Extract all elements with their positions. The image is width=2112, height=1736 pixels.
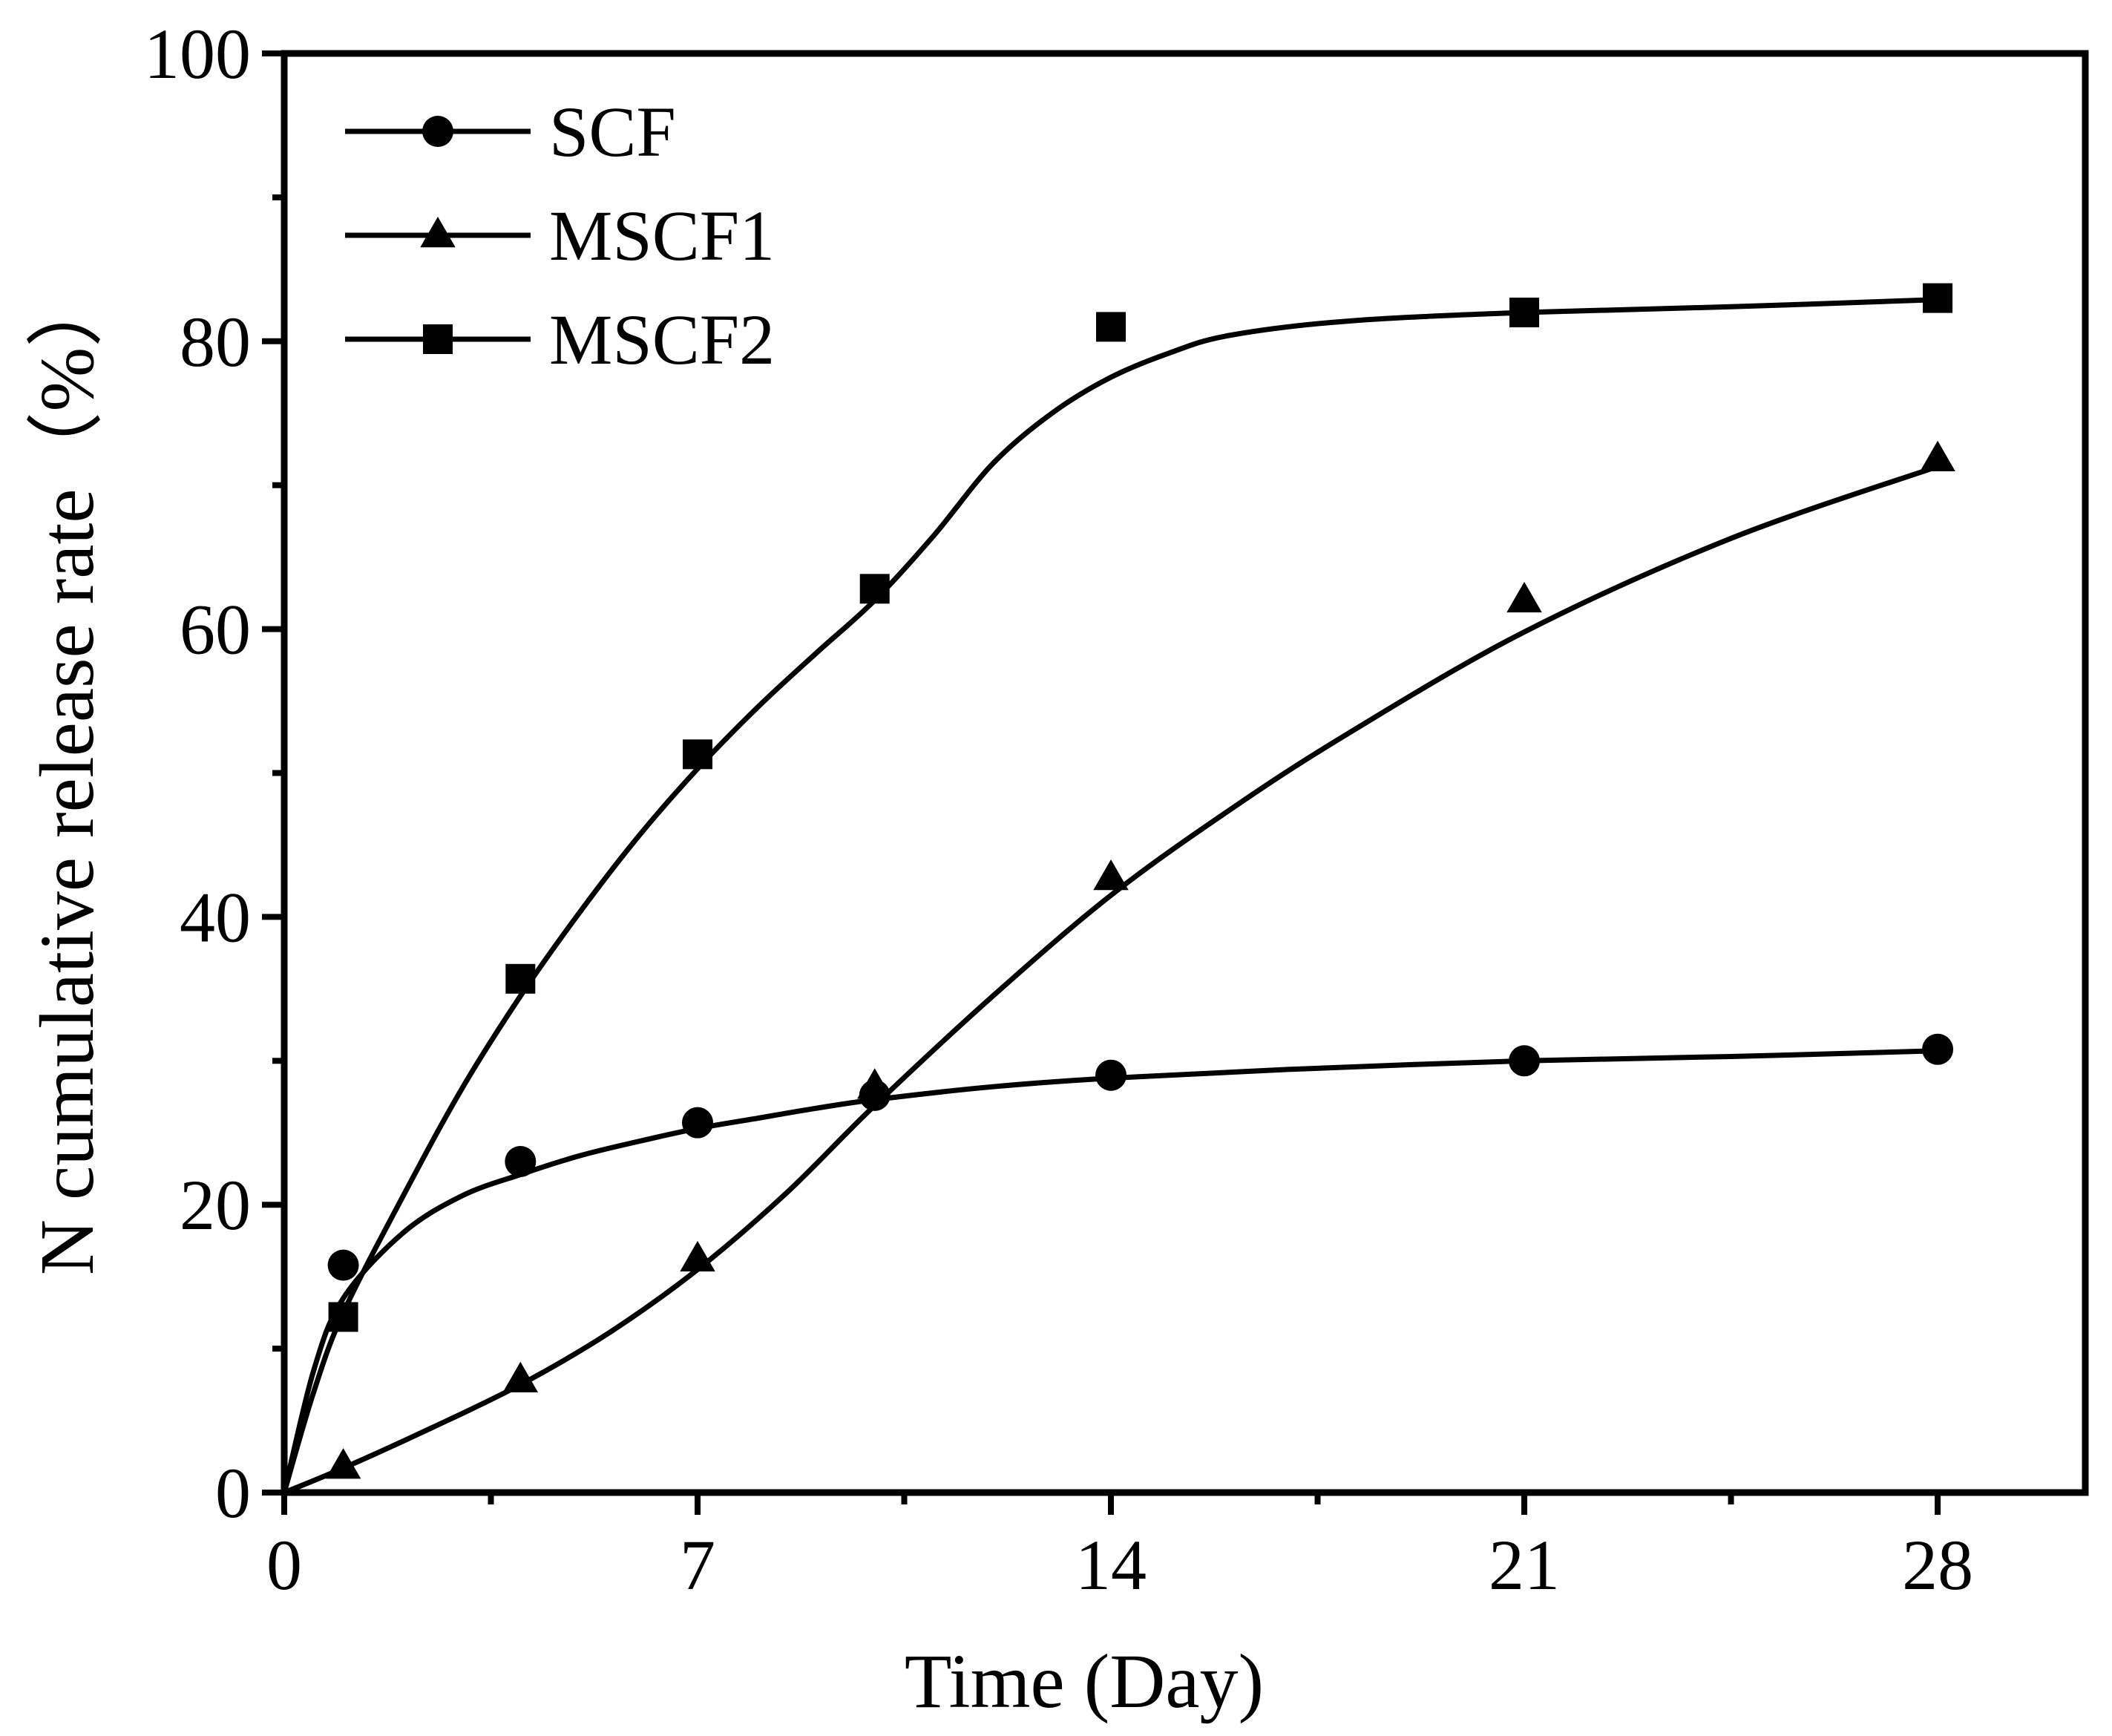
data-point-mscf2-3 (683, 739, 713, 770)
y-tick-label: 40 (180, 877, 251, 957)
series-line-mscf2 (281, 297, 1941, 1496)
data-point-scf-6 (1509, 1045, 1541, 1077)
data-point-mscf1-7 (1920, 440, 1955, 472)
legend-marker-mscf1 (420, 217, 456, 248)
data-point-scf-5 (1095, 1059, 1127, 1091)
data-markers (325, 283, 1955, 1479)
legend: SCF MSCF1 MSCF2 (345, 92, 775, 379)
series-line-scf (281, 1048, 1941, 1496)
data-point-mscf2-4 (859, 574, 890, 604)
legend-label-mscf2: MSCF2 (549, 300, 775, 379)
data-point-mscf2-7 (1923, 283, 1953, 313)
y-axis-title: N cumulative release rate（%） (24, 270, 110, 1275)
y-tick-label: 100 (144, 14, 251, 94)
y-tick-label: 0 (215, 1453, 251, 1533)
y-tick-label: 80 (180, 302, 251, 381)
x-tick-label: 0 (266, 1525, 302, 1605)
x-tick-label: 28 (1902, 1525, 1973, 1605)
legend-marker-scf (422, 116, 453, 147)
data-point-mscf2-1 (328, 1302, 358, 1332)
data-point-mscf1-6 (1506, 581, 1542, 613)
x-tick-label: 14 (1075, 1525, 1147, 1605)
x-tick-label: 21 (1489, 1525, 1560, 1605)
data-point-scf-1 (327, 1249, 359, 1281)
data-point-mscf1-1 (325, 1448, 361, 1479)
y-tick-label: 60 (180, 590, 251, 669)
fit-curves (281, 297, 1941, 1496)
data-point-mscf1-2 (502, 1361, 539, 1393)
data-point-mscf1-5 (1093, 859, 1129, 891)
data-point-mscf2-5 (1096, 312, 1126, 342)
data-point-mscf1-3 (680, 1240, 715, 1272)
data-point-mscf1-4 (856, 1068, 893, 1099)
data-point-mscf2-6 (1509, 298, 1540, 328)
legend-marker-mscf2 (423, 324, 453, 354)
data-point-scf-2 (505, 1146, 537, 1178)
x-axis-title: Time (Day) (905, 1639, 1264, 1724)
data-point-mscf2-2 (505, 963, 536, 994)
data-point-scf-3 (682, 1107, 714, 1139)
data-point-scf-7 (1922, 1033, 1954, 1065)
legend-label-scf: SCF (549, 92, 676, 171)
y-tick-label: 20 (180, 1165, 251, 1245)
legend-label-mscf1: MSCF1 (549, 196, 775, 275)
axis-ticks: 0 7 14 21 28 0 20 40 60 80 100 (144, 14, 1973, 1605)
x-tick-label: 7 (680, 1525, 715, 1605)
